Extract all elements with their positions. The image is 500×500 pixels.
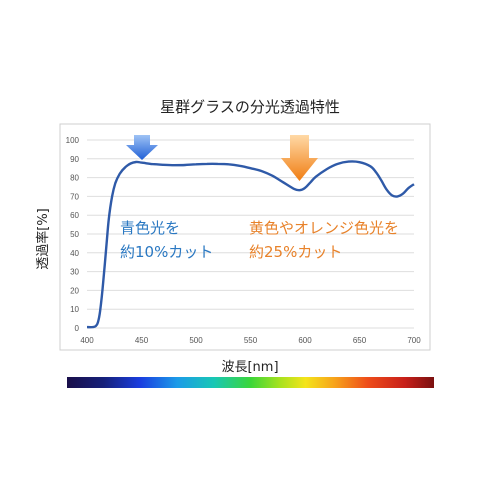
annotation-orange-line-1: 黄色やオレンジ色光を xyxy=(249,219,399,237)
y-tick-label: 10 xyxy=(70,305,79,314)
chart-frame xyxy=(59,123,431,351)
x-tick-label: 550 xyxy=(244,336,258,345)
x-axis-label: 波長[nm] xyxy=(221,360,278,375)
annotation-blue-line-2: 約10%カット xyxy=(120,243,213,261)
y-tick-label: 70 xyxy=(70,192,79,201)
annotation-blue-line-1: 青色光を xyxy=(120,219,180,237)
chart-title: 星群グラスの分光透過特性 xyxy=(160,98,340,116)
y-tick-label: 30 xyxy=(70,268,79,277)
x-tick-label: 650 xyxy=(353,336,367,345)
y-tick-label: 90 xyxy=(70,155,79,164)
y-axis-label: 透過率[%] xyxy=(35,208,51,270)
y-tick-label: 100 xyxy=(66,136,80,145)
y-tick-label: 20 xyxy=(70,286,79,295)
annotation-orange-line-2: 約25%カット xyxy=(249,243,342,261)
grid-lines xyxy=(87,139,414,329)
series-line-transmittance xyxy=(86,160,415,329)
y-tick-label: 40 xyxy=(70,249,79,258)
y-tick-label: 60 xyxy=(70,211,79,220)
x-tick-label: 500 xyxy=(189,336,203,345)
orange-arrow-icon xyxy=(281,135,318,181)
x-tick-label: 400 xyxy=(80,336,94,345)
y-tick-label: 0 xyxy=(75,324,80,333)
blue-arrow-icon xyxy=(126,135,158,160)
x-tick-label: 700 xyxy=(407,336,421,345)
x-tick-labels: 400 450 500 550 600 650 700 xyxy=(80,336,421,345)
y-tick-label: 80 xyxy=(70,174,79,183)
y-tick-labels: 0 10 20 30 40 50 60 70 80 90 100 xyxy=(66,136,80,333)
spectrum-bar xyxy=(67,377,434,388)
x-tick-label: 450 xyxy=(135,336,149,345)
y-tick-label: 50 xyxy=(70,230,79,239)
x-tick-label: 600 xyxy=(298,336,312,345)
